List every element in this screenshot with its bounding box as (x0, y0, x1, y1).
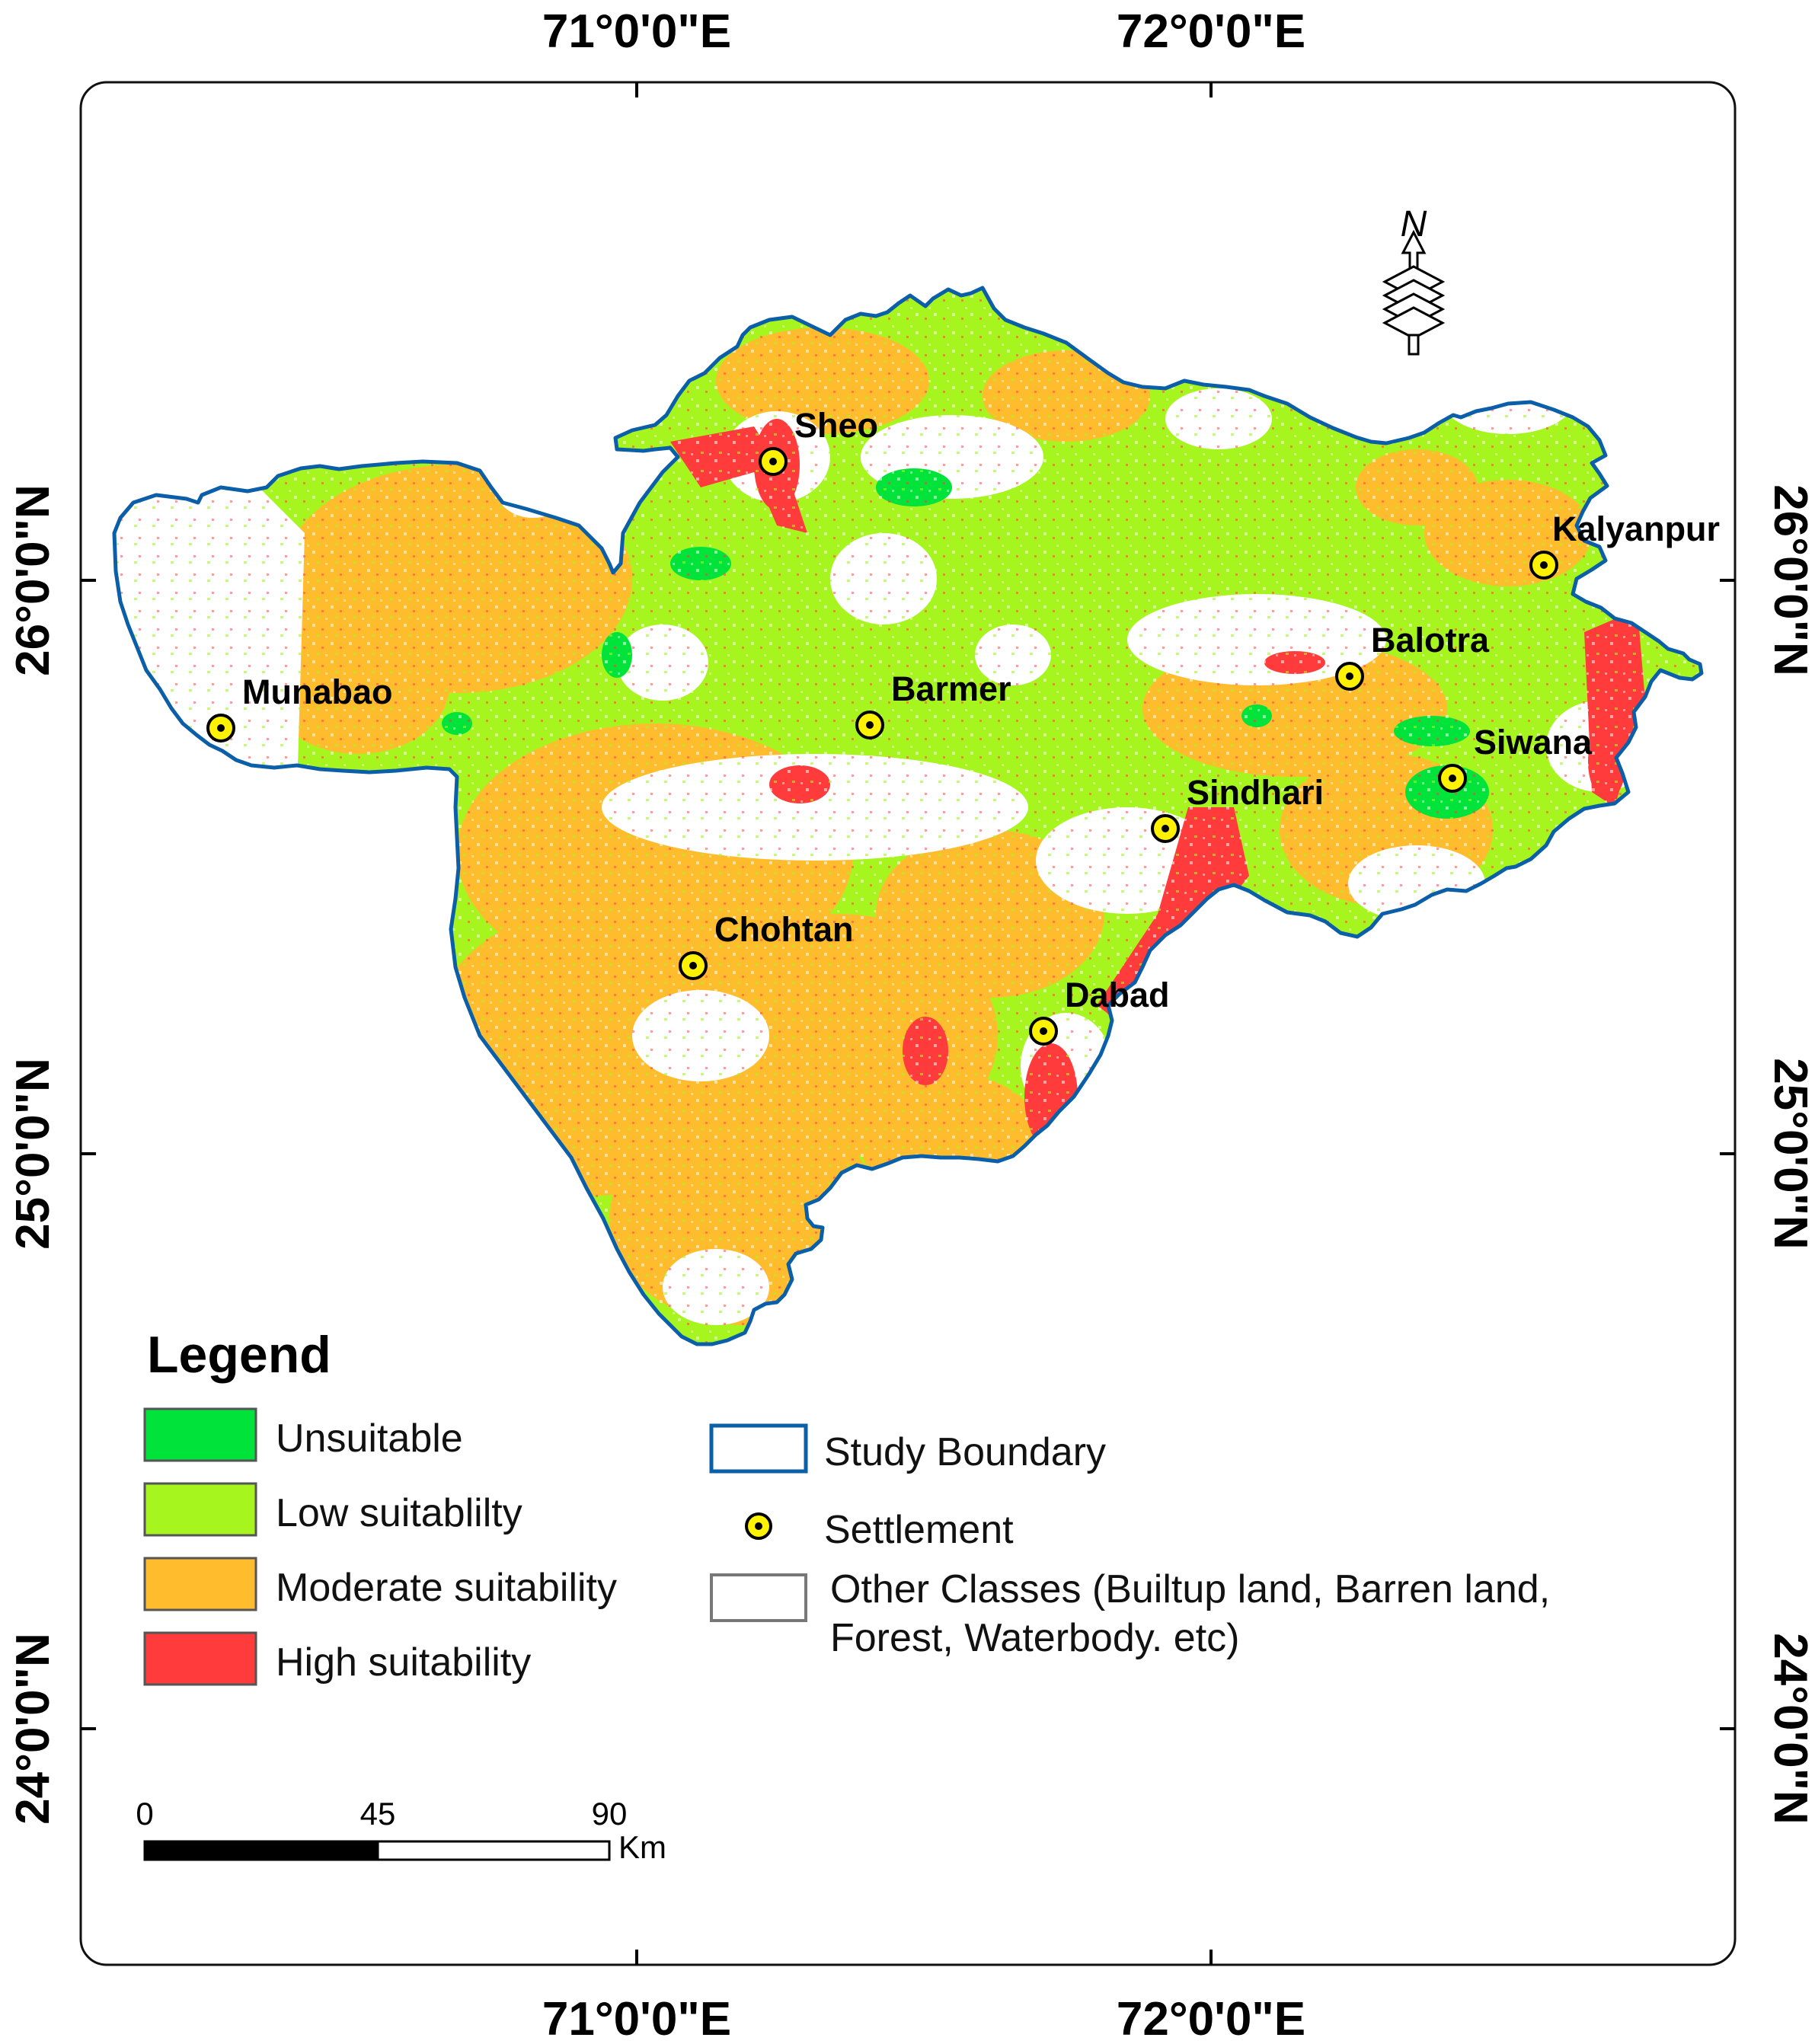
scale-tick-0: 0 (136, 1796, 153, 1832)
lon-label-top-72: 72°0'0"E (1117, 5, 1305, 58)
settlement-label-dabad: Dabad (1065, 976, 1170, 1014)
scale-unit: Km (618, 1829, 666, 1865)
legend-label-settlement: Settlement (824, 1508, 1014, 1552)
legend-label-moderate: Moderate suitability (276, 1566, 617, 1610)
settlement-dabad: Dabad (1029, 976, 1170, 1046)
lon-label-bottom-71: 71°0'0"E (542, 1993, 731, 2044)
settlement-barmer: Barmer (855, 669, 1011, 739)
settlements-layer: Sheo Kalyanpur Balotra Munabao Barmer Si… (206, 406, 1720, 1046)
settlement-label-balotra: Balotra (1371, 621, 1490, 660)
legend-settlement-marker-icon (745, 1512, 772, 1540)
study-boundary (112, 286, 1704, 1346)
lat-label-left-25: 25°0'0"N (7, 1058, 59, 1250)
legend-label-low: Low suitablilty (276, 1491, 522, 1535)
settlement-label-barmer: Barmer (891, 669, 1011, 708)
legend-title: Legend (147, 1326, 331, 1384)
settlement-label-kalyanpur: Kalyanpur (1552, 509, 1720, 548)
settlement-sindhari: Sindhari (1151, 773, 1324, 843)
lat-label-left-24: 24°0'0"N (7, 1633, 59, 1825)
legend-swatch-low (143, 1482, 257, 1537)
scale-tick-90: 90 (592, 1796, 628, 1832)
legend-swatch-moderate (143, 1557, 257, 1611)
lat-label-left-26: 26°0'0"N (7, 484, 59, 676)
lat-label-right-24: 24°0'0"N (1764, 1633, 1815, 1825)
legend-swatch-high (143, 1631, 257, 1686)
legend-label-other-line1: Other Classes (Builtup land, Barren land… (830, 1567, 1550, 1611)
settlement-label-sindhari: Sindhari (1187, 773, 1324, 812)
settlement-siwana: Siwana (1438, 723, 1593, 793)
settlement-chohtan: Chohtan (679, 910, 853, 980)
settlement-label-siwana: Siwana (1474, 723, 1593, 762)
legend: Legend Unsuitable Low suitablilty Modera… (143, 1326, 1550, 1686)
north-arrow-icon: N (1382, 204, 1446, 356)
legend-swatch-other-classes (710, 1573, 807, 1622)
settlement-label-sheo: Sheo (794, 406, 878, 445)
legend-label-study-boundary: Study Boundary (824, 1430, 1106, 1474)
scale-tick-45: 45 (360, 1796, 396, 1832)
settlement-balotra: Balotra (1335, 621, 1490, 691)
legend-swatch-unsuitable (143, 1407, 257, 1462)
settlement-munabao: Munabao (206, 672, 393, 743)
lat-label-right-26: 26°0'0"N (1764, 484, 1815, 676)
settlement-label-munabao: Munabao (242, 672, 393, 711)
lat-label-right-25: 25°0'0"N (1764, 1058, 1815, 1250)
settlement-label-chohtan: Chohtan (714, 910, 853, 949)
legend-label-unsuitable: Unsuitable (276, 1416, 463, 1461)
scale-bar: 0 45 90 Km (136, 1796, 666, 1865)
graticule-ticks (81, 82, 1735, 1965)
lon-label-top-71: 71°0'0"E (542, 5, 731, 58)
legend-label-other-line2: Forest, Waterbody. etc) (830, 1616, 1240, 1660)
legend-swatch-study-boundary (709, 1423, 808, 1474)
settlement-kalyanpur: Kalyanpur (1529, 509, 1720, 580)
lon-label-bottom-72: 72°0'0"E (1117, 1993, 1305, 2044)
settlement-sheo: Sheo (759, 406, 878, 476)
legend-label-high: High suitability (276, 1640, 531, 1685)
